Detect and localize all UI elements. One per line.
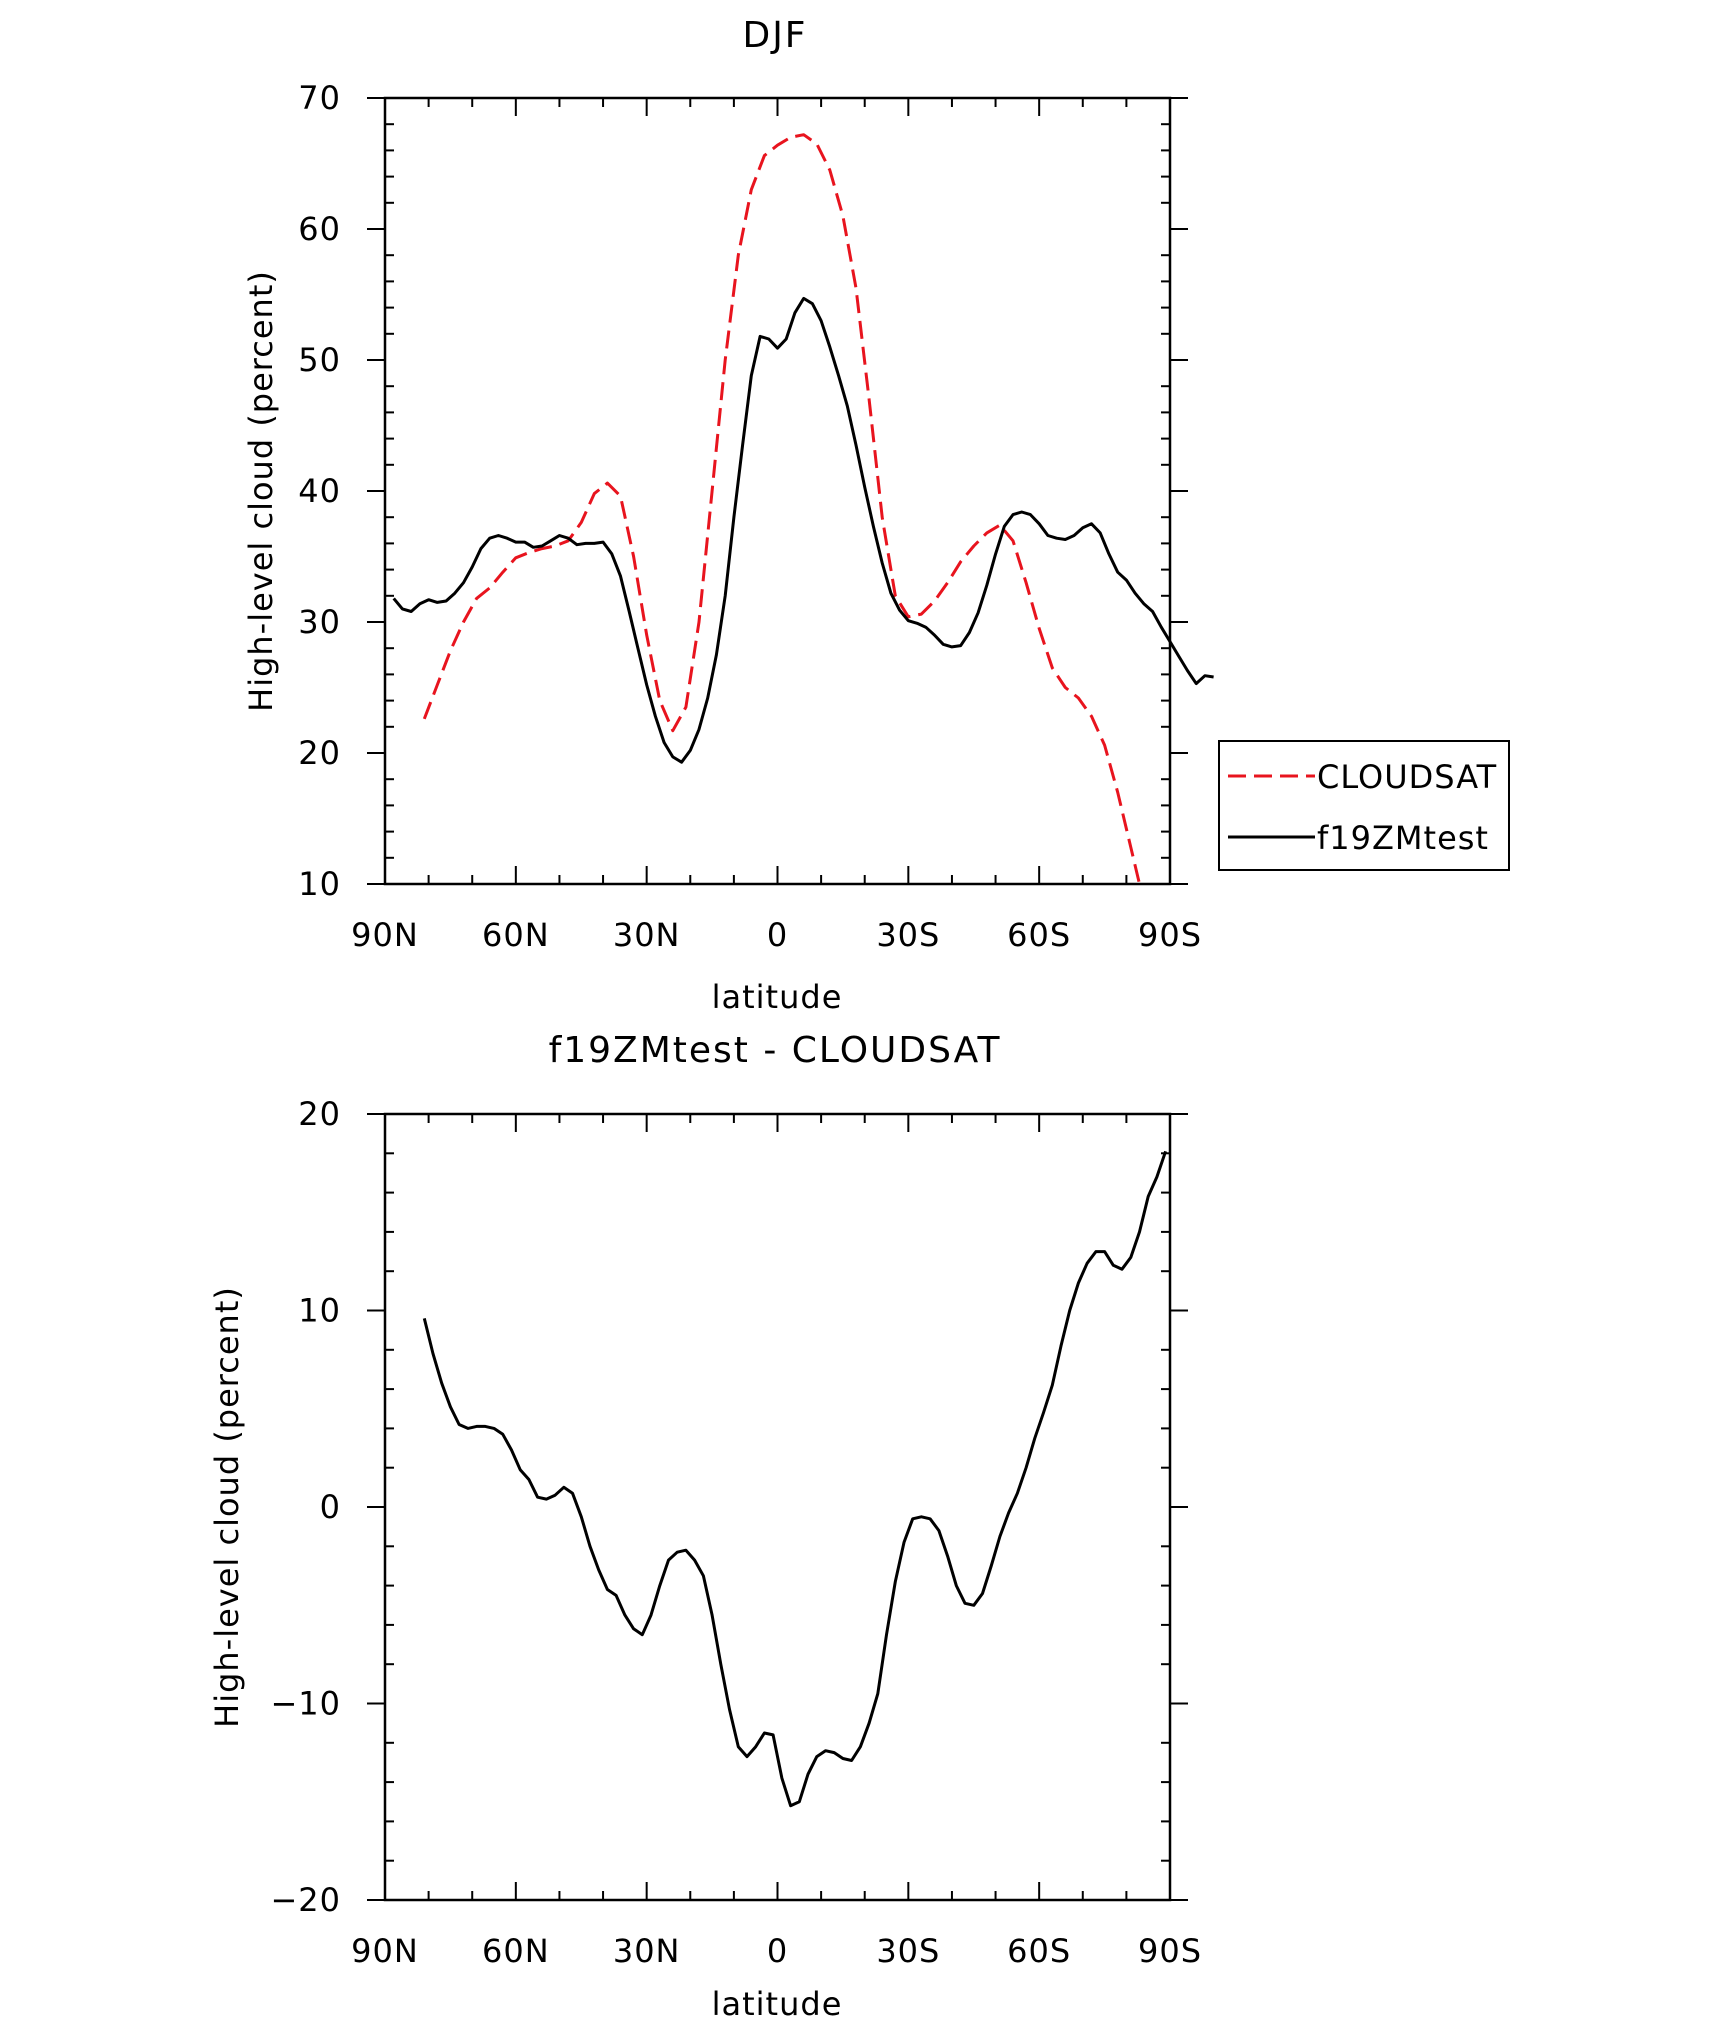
top-y-tick-labels: 10 20 30 40 50 60 70 <box>298 79 341 903</box>
bottom-plot-frame <box>383 1112 1172 1902</box>
x-tick-label: 90N <box>351 916 419 954</box>
top-y-axis-label: High-level cloud (percent) <box>242 270 280 712</box>
y-tick-label: 20 <box>298 1095 341 1133</box>
top-panel: DJF 10 20 30 40 50 60 70 90N 60N 30N 0 30S 60S 90S l… <box>242 15 1510 1016</box>
x-tick-label: 90S <box>1138 1932 1202 1970</box>
y-tick-label: 60 <box>298 210 341 248</box>
y-tick-label: 10 <box>298 865 341 903</box>
y-tick-label: −10 <box>270 1685 341 1723</box>
y-tick-label: 10 <box>298 1292 341 1330</box>
bottom-ticks <box>367 1113 1188 1901</box>
bottom-x-axis-label: latitude <box>712 1985 843 2021</box>
y-tick-label: 40 <box>298 472 341 510</box>
bottom-y-axis-label: High-level cloud (percent) <box>208 1286 246 1728</box>
x-tick-label: 30N <box>613 916 681 954</box>
cloudsat-series-line <box>422 133 1141 885</box>
legend-label-f19zmtest: f19ZMtest <box>1317 819 1489 857</box>
legend-label-cloudsat: CLOUDSAT <box>1317 758 1497 796</box>
top-x-axis-label: latitude <box>712 978 843 1016</box>
bottom-chart-title: f19ZMtest - CLOUDSAT <box>549 1030 1002 1071</box>
y-tick-label: 0 <box>320 1488 341 1526</box>
y-tick-label: 30 <box>298 603 341 641</box>
top-series-lines <box>392 133 1214 885</box>
y-tick-label: 20 <box>298 734 341 772</box>
top-x-tick-labels: 90N 60N 30N 0 30S 60S 90S <box>351 916 1202 954</box>
y-tick-label: −20 <box>270 1881 341 1919</box>
y-tick-label: 70 <box>298 79 341 117</box>
x-tick-label: 60S <box>1007 1932 1071 1970</box>
x-tick-label: 30N <box>613 1932 681 1970</box>
top-chart-title: DJF <box>742 15 807 56</box>
bottom-panel: f19ZMtest - CLOUDSAT −20 −10 0 10 20 90N 60N 3… <box>208 1030 1202 2021</box>
x-tick-label: 60N <box>482 1932 550 1970</box>
x-tick-label: 90S <box>1138 916 1202 954</box>
x-tick-label: 0 <box>767 1932 788 1970</box>
bottom-series-lines <box>422 1150 1168 1808</box>
legend-box <box>1218 740 1510 871</box>
y-tick-label: 50 <box>298 341 341 379</box>
x-tick-label: 0 <box>767 916 788 954</box>
x-tick-label: 60N <box>482 916 550 954</box>
f19zmtest-series-line <box>392 296 1214 764</box>
x-tick-label: 30S <box>876 916 940 954</box>
x-tick-label: 60S <box>1007 916 1071 954</box>
x-tick-label: 30S <box>876 1932 940 1970</box>
difference-series-line <box>422 1150 1168 1808</box>
legend: CLOUDSAT f19ZMtest <box>1218 740 1510 871</box>
x-tick-label: 90N <box>351 1932 419 1970</box>
bottom-y-tick-labels: −20 −10 0 10 20 <box>270 1095 341 1919</box>
top-ticks <box>367 97 1188 885</box>
top-plot-frame <box>383 96 1172 886</box>
bottom-x-tick-labels: 90N 60N 30N 0 30S 60S 90S <box>351 1932 1202 1970</box>
